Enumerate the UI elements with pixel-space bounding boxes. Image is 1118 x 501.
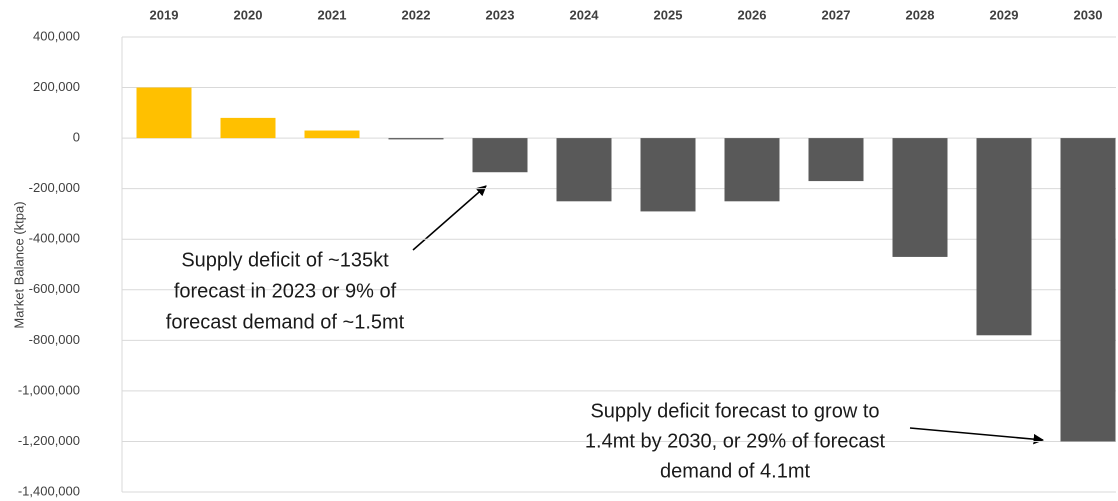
x-tick-label: 2019 [150, 7, 179, 22]
x-tick-label: 2021 [318, 7, 347, 22]
x-tick-label: 2024 [570, 7, 600, 22]
x-tick-label: 2029 [990, 7, 1019, 22]
bar [556, 138, 612, 202]
x-tick-label: 2022 [402, 7, 431, 22]
arrow [909, 427, 1045, 445]
annotation: Supply deficit of ~135kt [181, 249, 389, 271]
x-tick-label: 2025 [654, 7, 683, 22]
y-tick-label: 400,000 [33, 28, 80, 43]
bar [136, 87, 192, 139]
annotation: forecast demand of ~1.5mt [166, 311, 405, 333]
bar [304, 130, 360, 139]
arrow [412, 185, 487, 251]
bar [976, 138, 1032, 336]
x-tick-label: 2023 [486, 7, 515, 22]
bar [220, 117, 276, 139]
x-tick-label: 2028 [906, 7, 935, 22]
bar [388, 138, 444, 140]
bar [808, 138, 864, 182]
bar [892, 138, 948, 257]
bar [724, 138, 780, 202]
bar [472, 138, 528, 173]
y-tick-label: -400,000 [29, 231, 80, 246]
x-tick-label: 2027 [822, 7, 851, 22]
y-tick-label: -1,400,000 [18, 483, 80, 498]
annotation: Supply deficit forecast to grow to [590, 400, 879, 422]
x-tick-label: 2026 [738, 7, 767, 22]
annotation: 1.4mt by 2030, or 29% of forecast [585, 430, 886, 452]
y-tick-label: -1,000,000 [18, 382, 80, 397]
y-tick-label: 0 [73, 130, 80, 145]
x-tick-label: 2030 [1074, 7, 1103, 22]
y-axis-label: Market Balance (ktpa) [11, 201, 26, 328]
annotation: forecast in 2023 or 9% of [174, 280, 397, 302]
y-tick-label: -800,000 [29, 332, 80, 347]
x-tick-label: 2020 [234, 7, 263, 22]
y-tick-label: -1,200,000 [18, 433, 80, 448]
y-tick-label: 200,000 [33, 79, 80, 94]
annotation: demand of 4.1mt [660, 460, 811, 482]
y-tick-label: -600,000 [29, 281, 80, 296]
bar [640, 138, 696, 212]
bar [1060, 138, 1116, 442]
y-tick-label: -200,000 [29, 180, 80, 195]
